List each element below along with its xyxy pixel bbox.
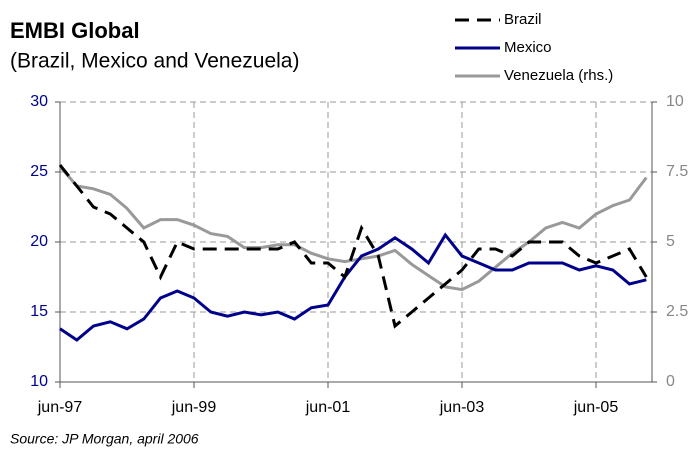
- series-line: [59, 232, 647, 342]
- source-note: Source: JP Morgan, april 2006: [10, 431, 199, 447]
- y-tick-label: 10: [30, 373, 48, 390]
- legend-label: Venezuela (rhs.): [504, 67, 613, 84]
- y2-tick-label: 2.5: [666, 303, 688, 320]
- chart-title: EMBI Global: [10, 18, 140, 43]
- x-tick-label: jun-99: [171, 399, 217, 416]
- y2-tick-label: 7.5: [666, 163, 688, 180]
- legend-label: Mexico: [504, 39, 552, 56]
- y-tick-label: 25: [30, 163, 48, 180]
- x-tick-label: jun-03: [439, 399, 485, 416]
- y2-tick-label: 0: [666, 373, 675, 390]
- y2-tick-label: 5: [666, 233, 675, 250]
- x-tick-label: jun-05: [573, 399, 619, 416]
- chart-subtitle: (Brazil, Mexico and Venezuela): [10, 50, 299, 73]
- series-line: [58, 165, 648, 292]
- y-tick-label: 15: [30, 303, 48, 320]
- series-line: [58, 164, 648, 329]
- y-tick-label: 20: [30, 233, 48, 250]
- y2-tick-label: 10: [666, 93, 684, 110]
- y-tick-label: 30: [30, 93, 48, 110]
- x-tick-label: jun-97: [37, 399, 83, 416]
- x-tick-label: jun-01: [305, 399, 351, 416]
- legend-label: Brazil: [504, 11, 542, 28]
